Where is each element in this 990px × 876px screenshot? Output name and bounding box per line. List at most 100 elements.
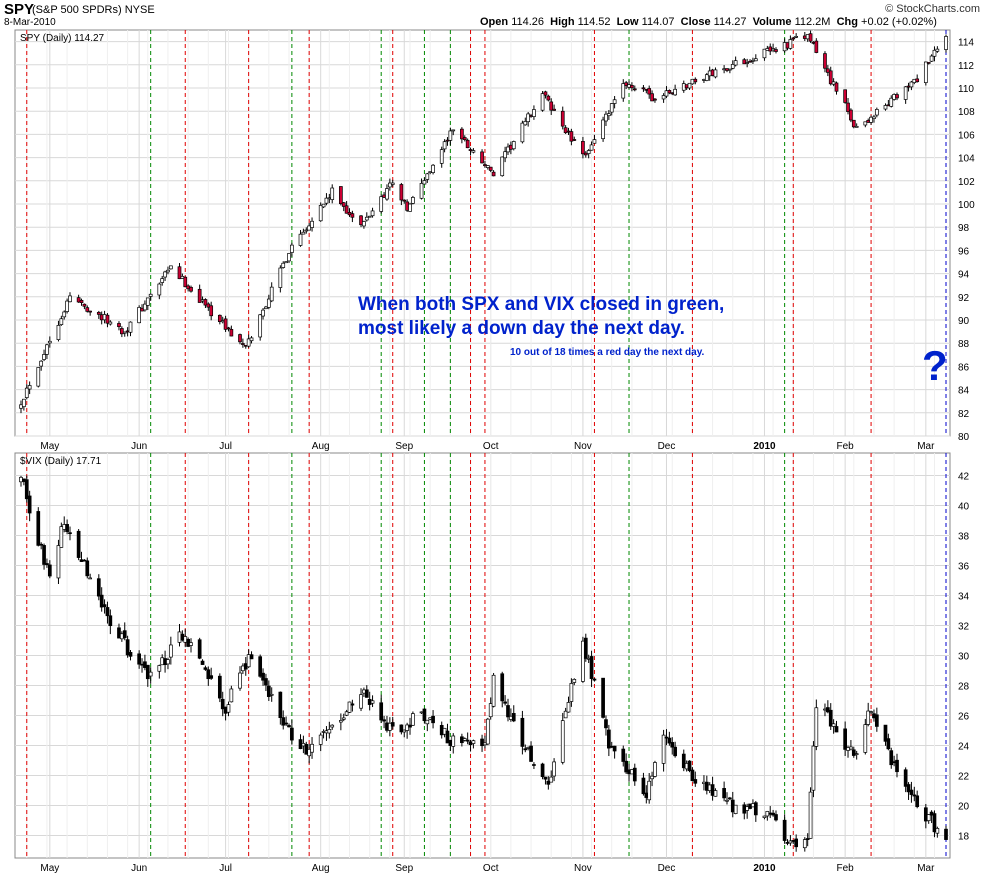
- candle-body: [935, 48, 940, 52]
- candle-body: [42, 545, 46, 565]
- brand-logo[interactable]: © StockCharts.com: [885, 3, 980, 15]
- y-tick-label: 92: [958, 293, 970, 304]
- candle-body: [681, 753, 686, 769]
- candle-body: [419, 183, 424, 199]
- candle-body: [238, 672, 242, 689]
- candle-body: [511, 141, 516, 150]
- exchange: NYSE: [124, 4, 155, 16]
- candle-body: [569, 131, 574, 142]
- candle-body: [367, 215, 372, 218]
- candle-body: [258, 656, 263, 677]
- candle-body: [364, 216, 369, 221]
- candle-body: [687, 760, 692, 772]
- candle-body: [460, 128, 464, 140]
- candle-body: [168, 265, 173, 270]
- candle-body: [359, 215, 363, 226]
- candle-body: [653, 762, 657, 777]
- candle-body: [506, 705, 510, 718]
- candle-body: [944, 36, 948, 50]
- candle-body: [370, 700, 375, 704]
- candle-body: [733, 60, 738, 66]
- candle-body: [462, 137, 467, 140]
- candle-body: [549, 776, 554, 783]
- candle-body: [347, 701, 352, 713]
- candle-body: [851, 119, 856, 128]
- candle-body: [206, 669, 211, 680]
- x-tick-label: Oct: [483, 441, 499, 452]
- candle-body: [24, 479, 29, 500]
- chg-value: +0.02 (+0.02%): [861, 16, 937, 28]
- candle-body: [529, 745, 533, 762]
- candle-body: [895, 94, 899, 99]
- candle-body: [730, 64, 735, 69]
- candle-body: [488, 703, 493, 718]
- candle-body: [163, 271, 167, 278]
- question-mark: ?: [922, 342, 948, 389]
- candle-body: [281, 262, 286, 268]
- candle-body: [814, 707, 819, 747]
- panel-legend: SPY (Daily) 114.27: [20, 33, 105, 44]
- candle-body: [791, 37, 796, 40]
- candle-body: [451, 129, 456, 132]
- candle-body: [68, 532, 72, 535]
- candle-body: [725, 799, 729, 802]
- y-tick-label: 108: [958, 107, 975, 118]
- x-tick-label: Jul: [219, 441, 232, 452]
- candle-body: [364, 689, 369, 698]
- candle-body: [422, 180, 427, 185]
- y-tick-label: 36: [958, 562, 970, 573]
- candle-body: [462, 738, 467, 741]
- x-tick-label: Sep: [395, 863, 413, 874]
- candle-body: [379, 196, 384, 212]
- candle-body: [82, 303, 87, 307]
- candle-body: [664, 90, 669, 97]
- y-tick-label: 98: [958, 223, 970, 234]
- x-tick-label: 2010: [753, 441, 776, 452]
- candle-body: [503, 701, 507, 704]
- y-tick-label: 22: [958, 772, 970, 783]
- candle-body: [261, 672, 265, 681]
- candle-body: [85, 560, 90, 577]
- candle-body: [843, 728, 847, 750]
- candle-body: [36, 367, 41, 387]
- candle-body: [728, 68, 732, 71]
- candle-body: [287, 725, 291, 728]
- candle-body: [209, 305, 214, 317]
- candle-body: [690, 769, 695, 782]
- y-tick-label: 114: [958, 38, 974, 49]
- candle-body: [105, 314, 110, 324]
- candle-body: [411, 713, 415, 726]
- candle-body: [831, 723, 836, 727]
- candle-body: [330, 724, 335, 728]
- annotation-line-3: 10 out of 18 times a red day the next da…: [510, 347, 705, 358]
- candle-body: [581, 640, 585, 682]
- candle-body: [246, 654, 251, 668]
- candle-body: [143, 303, 147, 311]
- candle-body: [385, 188, 389, 200]
- candle-body: [465, 739, 470, 742]
- x-tick-label: May: [40, 863, 59, 874]
- x-tick-label: Sep: [395, 441, 413, 452]
- ticker-name: (S&P 500 SPDRs) NYSE: [32, 4, 155, 16]
- candle-body: [85, 307, 90, 312]
- candle-body: [471, 740, 476, 744]
- candle-body: [465, 139, 470, 149]
- candle-body: [105, 607, 110, 617]
- candle-body: [624, 760, 628, 773]
- candle-body: [863, 724, 868, 753]
- candle-body: [408, 724, 412, 728]
- candle-body: [203, 667, 208, 670]
- candle-body: [229, 688, 234, 703]
- candle-body: [491, 674, 496, 707]
- candle-body: [59, 526, 64, 548]
- candle-body: [581, 141, 585, 155]
- candle-body: [226, 704, 231, 713]
- candle-body: [774, 49, 778, 52]
- y-tick-label: 100: [958, 200, 975, 211]
- candle-body: [36, 511, 41, 546]
- y-tick-label: 42: [958, 472, 970, 483]
- candle-body: [771, 812, 775, 816]
- candle-body: [379, 702, 384, 721]
- candle-body: [601, 677, 605, 718]
